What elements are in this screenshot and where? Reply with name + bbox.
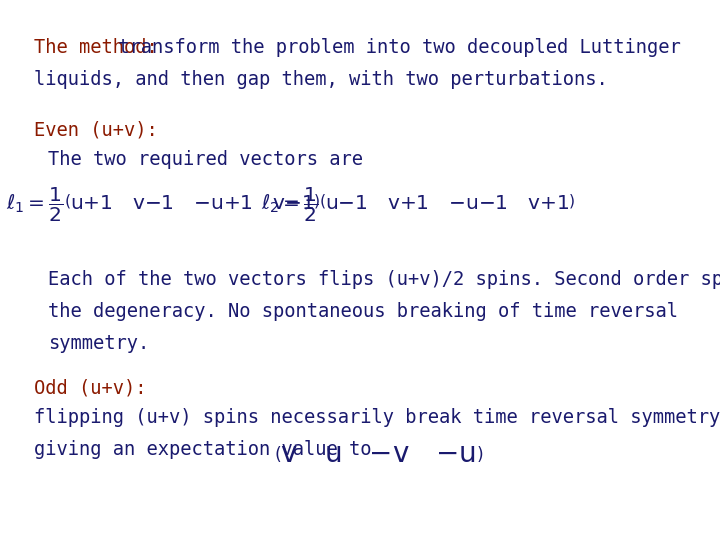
- Text: giving an expectation value to: giving an expectation value to: [34, 440, 372, 459]
- Text: $\ell_2 = \dfrac{1}{2}\left(\mathrm{u}{-}1\quad\mathrm{v}{+}1\quad{-}\mathrm{u}{: $\ell_2 = \dfrac{1}{2}\left(\mathrm{u}{-…: [261, 186, 576, 224]
- Text: flipping (u+v) spins necessarily break time reversal symmetry by: flipping (u+v) spins necessarily break t…: [34, 408, 720, 427]
- Text: Even (u+v):: Even (u+v):: [34, 120, 158, 139]
- Text: The method:: The method:: [34, 38, 158, 57]
- Text: Odd (u+v):: Odd (u+v):: [34, 378, 146, 397]
- Text: $\left(\mathrm{v}\quad\mathrm{u}\quad{-}\mathrm{v}\quad{-}\mathrm{u}\right)$: $\left(\mathrm{v}\quad\mathrm{u}\quad{-}…: [274, 440, 483, 468]
- Text: $\ell_1 = \dfrac{1}{2}\left(\mathrm{u}{+}1\quad\mathrm{v}{-}1\quad{-}\mathrm{u}{: $\ell_1 = \dfrac{1}{2}\left(\mathrm{u}{+…: [6, 186, 320, 224]
- Text: transform the problem into two decoupled Luttinger: transform the problem into two decoupled…: [107, 38, 681, 57]
- Text: symmetry.: symmetry.: [48, 334, 149, 353]
- Text: The two required vectors are: The two required vectors are: [48, 150, 363, 169]
- Text: Each of the two vectors flips (u+v)/2 spins. Second order splits: Each of the two vectors flips (u+v)/2 sp…: [48, 270, 720, 289]
- Text: the degeneracy. No spontaneous breaking of time reversal: the degeneracy. No spontaneous breaking …: [48, 302, 678, 321]
- Text: liquids, and then gap them, with two perturbations.: liquids, and then gap them, with two per…: [34, 70, 608, 89]
